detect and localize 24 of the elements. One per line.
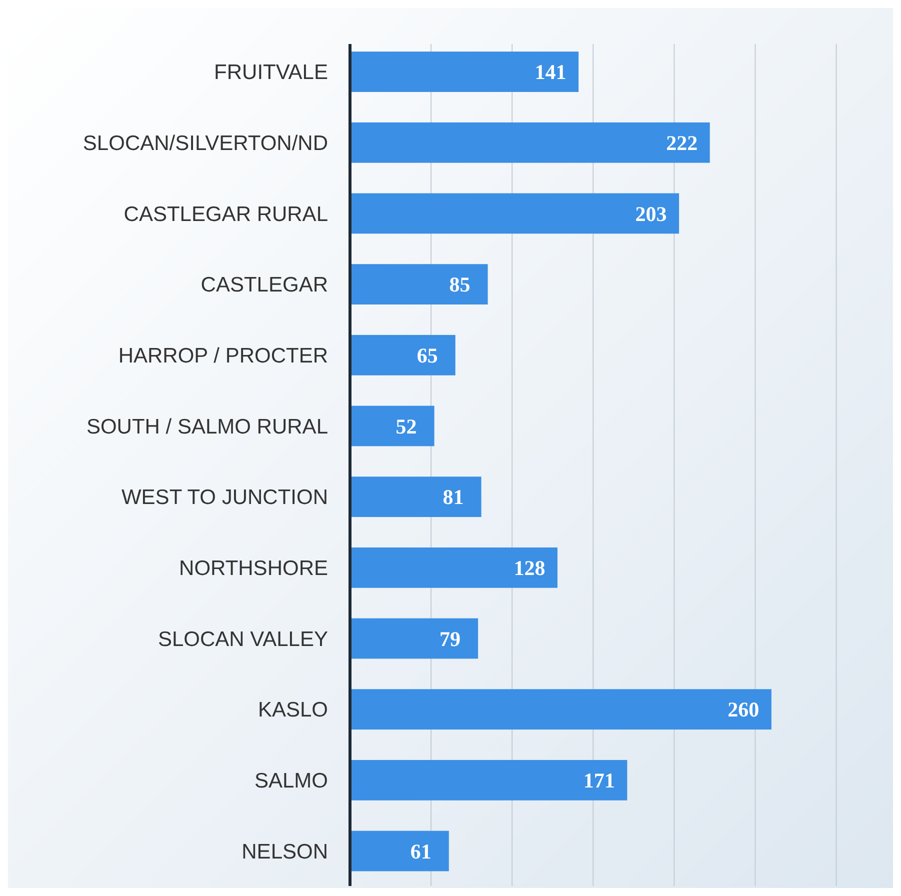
y-tick-label: SLOCAN/SILVERTON/ND xyxy=(82,132,328,155)
data-label: 260 xyxy=(728,698,760,722)
data-label: 65 xyxy=(416,343,438,368)
y-tick-label: KASLO xyxy=(258,698,328,722)
y-tick-label: SLOCAN VALLEY xyxy=(158,628,328,651)
y-tick-label: FRUITVALE xyxy=(214,61,328,84)
data-label: 171 xyxy=(583,768,615,793)
data-label: 79 xyxy=(440,626,461,651)
data-label: 81 xyxy=(442,485,464,510)
y-tick-label: NORTHSHORE xyxy=(179,557,328,580)
data-label: 222 xyxy=(666,130,698,155)
data-label: 85 xyxy=(449,272,470,297)
data-label: 61 xyxy=(410,839,432,864)
y-tick-label: HARROP / PROCTER xyxy=(118,344,328,368)
data-label: 141 xyxy=(534,60,566,84)
y-tick-label: SOUTH / SALMO RURAL xyxy=(86,415,328,438)
y-tick-label: WEST TO JUNCTION xyxy=(121,486,328,510)
data-label: 203 xyxy=(635,202,667,226)
data-label: 128 xyxy=(514,556,546,580)
y-tick-label: CASTLEGAR xyxy=(200,274,328,297)
y-tick-label: NELSON xyxy=(242,840,328,864)
data-label: 52 xyxy=(396,414,417,438)
y-tick-label: CASTLEGAR RURAL xyxy=(124,202,328,226)
y-tick-label: SALMO xyxy=(254,770,328,793)
